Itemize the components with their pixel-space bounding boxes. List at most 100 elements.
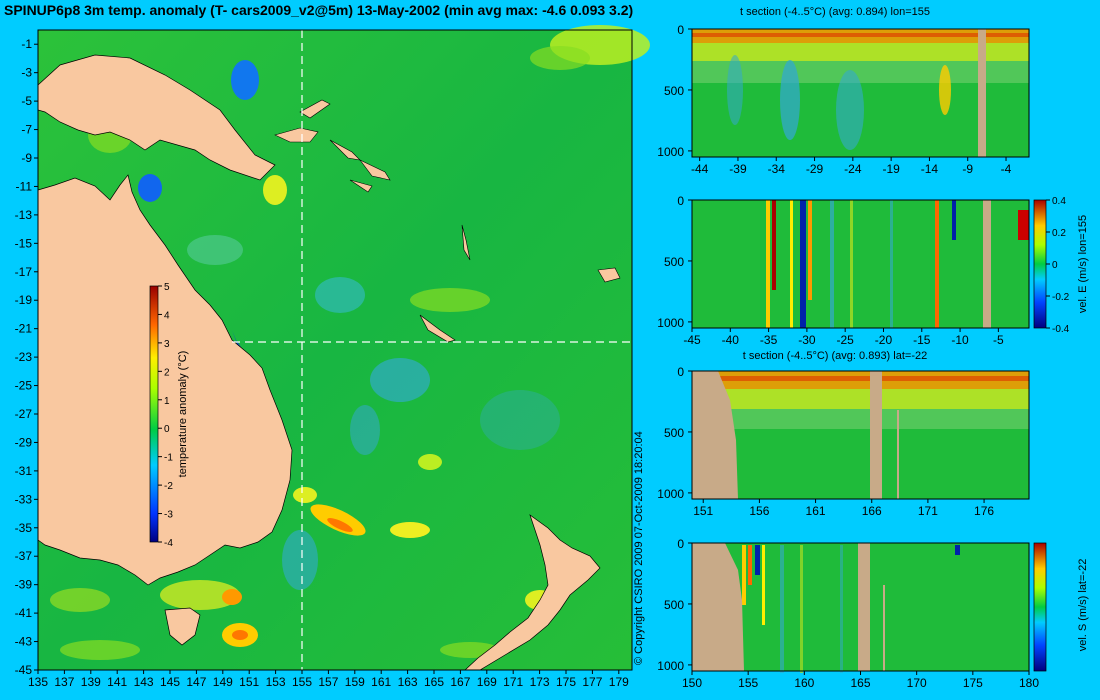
x-tick-label: 171: [918, 504, 938, 518]
x-tick-label: 165: [424, 675, 444, 689]
y-tick-label: -7: [21, 123, 32, 137]
y-tick-label: -29: [15, 435, 33, 449]
y-tick-label: 0: [677, 365, 684, 379]
y-tick-label: -27: [15, 407, 33, 421]
colorbar-tick-label: -1: [164, 453, 173, 464]
y-tick-label: -23: [15, 350, 33, 364]
x-tick-label: 155: [292, 675, 312, 689]
y-tick-label: -15: [15, 236, 33, 250]
x-tick-label: 150: [682, 676, 702, 690]
x-tick-label: 155: [738, 676, 758, 690]
colorbar-tick-label: -2: [164, 481, 173, 492]
x-tick-label: 170: [907, 676, 927, 690]
y-tick-label: -41: [15, 606, 33, 620]
y-tick-label: -45: [15, 663, 33, 677]
vel-e-section-panel: vel. E (m/s) lon=155 0.4 0.2 0 -0.2 -0.4 -45…: [657, 194, 1089, 347]
vel-e-colorbar-label: vel. E (m/s) lon=155: [1077, 215, 1089, 313]
colorbar-tick-label: -0.4: [1052, 324, 1070, 335]
y-tick-label: -5: [21, 94, 32, 108]
colorbar-tick-label: 0: [164, 424, 170, 435]
new-guinea: [37, 54, 276, 181]
x-tick-label: -29: [806, 162, 824, 176]
australia: [37, 174, 293, 586]
x-tick-label: 169: [477, 675, 497, 689]
x-tick-label: 157: [318, 675, 338, 689]
x-tick-label: 151: [239, 675, 259, 689]
x-tick-label: 135: [28, 675, 48, 689]
map-colorbar: [149, 285, 159, 543]
x-tick-label: 161: [806, 504, 826, 518]
colorbar-tick-label: 1: [164, 396, 170, 407]
vel-s-colorbar: [1033, 542, 1047, 672]
x-tick-label: 175: [963, 676, 983, 690]
x-tick-label: -39: [729, 162, 747, 176]
y-tick-label: 500: [664, 598, 684, 612]
map-x-ticks: 135 137 139 141 143 145 147 149 151 153 155 157 159 1…: [28, 670, 629, 689]
x-tick-label: 173: [530, 675, 550, 689]
vel-e-section-x-ticks: -45 -40 -35 -30 -25 -20 -15 -10 -5: [683, 328, 1004, 347]
colorbar-tick-label: -3: [164, 510, 173, 521]
colorbar-tick-label: -4: [164, 538, 173, 549]
y-tick-label: 1000: [657, 487, 684, 501]
x-tick-label: -25: [837, 333, 855, 347]
x-tick-label: 145: [160, 675, 180, 689]
y-tick-label: -33: [15, 492, 33, 506]
vel-e-colorbar-ticks: 0.4 0.2 0 -0.2 -0.4: [1046, 196, 1070, 335]
map-panel: temperature anomaly (°C) 543210-1-2-3-4 …: [15, 25, 650, 689]
x-tick-label: 161: [371, 675, 391, 689]
x-tick-label: 147: [186, 675, 206, 689]
colorbar-tick-label: 3: [164, 339, 170, 350]
x-tick-label: 165: [850, 676, 870, 690]
y-tick-label: 500: [664, 84, 684, 98]
colorbar-tick-label: -0.2: [1052, 292, 1070, 303]
x-tick-label: 153: [266, 675, 286, 689]
y-tick-label: -43: [15, 635, 33, 649]
colorbar-tick-label: 2: [164, 367, 170, 378]
t-section-lat-x-ticks: 151 156 161 166 171 176: [693, 499, 994, 518]
y-tick-label: -11: [16, 179, 33, 193]
x-tick-label: -24: [844, 162, 862, 176]
x-tick-label: -14: [921, 162, 939, 176]
x-tick-label: 177: [582, 675, 602, 689]
map-colorbar-ticks: 5 4 3 2 1 0 -1 -2 -3 -4: [158, 282, 173, 549]
y-tick-label: 0: [677, 537, 684, 551]
y-tick-label: -35: [15, 521, 33, 535]
vel-e-colorbar: [1033, 199, 1047, 329]
y-tick-label: -31: [15, 464, 33, 478]
x-tick-label: 166: [862, 504, 882, 518]
x-tick-label: -15: [913, 333, 931, 347]
map-land: [37, 54, 621, 671]
y-tick-label: 500: [664, 426, 684, 440]
colorbar-tick-label: 5: [164, 282, 170, 293]
y-tick-label: 1000: [657, 316, 684, 330]
x-tick-label: -9: [962, 162, 973, 176]
x-tick-label: -5: [993, 333, 1004, 347]
y-tick-label: -21: [15, 322, 33, 336]
vel-s-section-x-ticks: 150 155 160 165 170 175 180: [682, 671, 1039, 690]
y-tick-label: -1: [21, 37, 32, 51]
x-tick-label: 137: [54, 675, 74, 689]
t-section-lon-title: t section (-4..5°C) (avg: 0.894) lon=155: [740, 6, 930, 18]
x-tick-label: 175: [556, 675, 576, 689]
x-tick-label: 159: [345, 675, 365, 689]
vel-s-colorbar-label: vel. S (m/s) lat=-22: [1077, 559, 1089, 652]
y-tick-label: -25: [15, 379, 33, 393]
y-tick-label: -9: [21, 151, 32, 165]
new-zealand: [464, 514, 601, 671]
x-tick-label: -19: [882, 162, 900, 176]
x-tick-label: 163: [398, 675, 418, 689]
colorbar-tick-label: 0.4: [1052, 196, 1066, 207]
x-tick-label: 160: [794, 676, 814, 690]
t-section-lat-y-ticks: 0 500 1000: [657, 365, 692, 501]
map-y-ticks: -1 -3 -5 -7 -9 -11 -13 -15 -17 -19 -21 -23 -25 -27 -29…: [15, 37, 38, 677]
x-tick-label: 139: [81, 675, 101, 689]
x-tick-label: 141: [107, 675, 127, 689]
y-tick-label: -3: [21, 66, 32, 80]
copyright-text: © Copyright CSIRO 2009 07-Oct-2009 18:20…: [633, 431, 645, 665]
x-tick-label: -35: [760, 333, 778, 347]
x-tick-label: 180: [1019, 676, 1039, 690]
t-section-lat-panel: 151 156 161 166 171 176 0 500 1000: [657, 365, 1030, 518]
x-tick-label: -4: [1001, 162, 1012, 176]
x-tick-label: -20: [875, 333, 893, 347]
